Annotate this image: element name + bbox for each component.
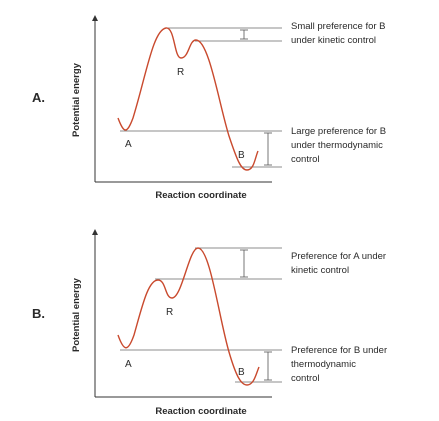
panel-b-x-axis-label: Reaction coordinate (155, 406, 246, 417)
panel-b-y-axis-label: Potential energy (71, 277, 82, 352)
panel-b-label: B. (32, 306, 45, 321)
panel-a-thermo-note-line2: under thermodynamic (291, 140, 383, 151)
panel-b: B. Potential energy A R B Preference for… (32, 229, 387, 417)
panel-a-y-axis-label: Potential energy (71, 62, 82, 137)
panel-a-thermo-note-line1: Large preference for B (291, 126, 386, 137)
panel-b-thermo-note-line3: control (291, 373, 320, 384)
panel-b-kinetic-note-line2: kinetic control (291, 265, 349, 276)
panel-b-kinetic-note-line1: Preference for A under (291, 251, 386, 262)
panel-b-energy-curve (117, 247, 260, 386)
panel-a-x-axis-label: Reaction coordinate (155, 190, 246, 201)
panel-b-thermo-note-line2: thermodynamic (291, 359, 356, 370)
panel-b-point-r: R (166, 307, 173, 318)
panel-b-point-b: B (238, 367, 245, 378)
panel-a-kinetic-note-line1: Small preference for B (291, 21, 386, 32)
panel-a-point-a: A (125, 139, 132, 150)
panel-a-point-r: R (177, 67, 184, 78)
panel-a-kinetic-note-line2: under kinetic control (291, 35, 376, 46)
panel-a-energy-curve (117, 27, 259, 171)
panel-a-label: A. (32, 90, 45, 105)
panel-a-thermo-note-line3: control (291, 154, 320, 165)
panel-b-thermo-note-line1: Preference for B under (291, 345, 387, 356)
panel-b-point-a: A (125, 359, 132, 370)
panel-a: A. Potential energy A R B Small preferen… (32, 15, 386, 201)
panel-a-point-b: B (238, 150, 245, 161)
